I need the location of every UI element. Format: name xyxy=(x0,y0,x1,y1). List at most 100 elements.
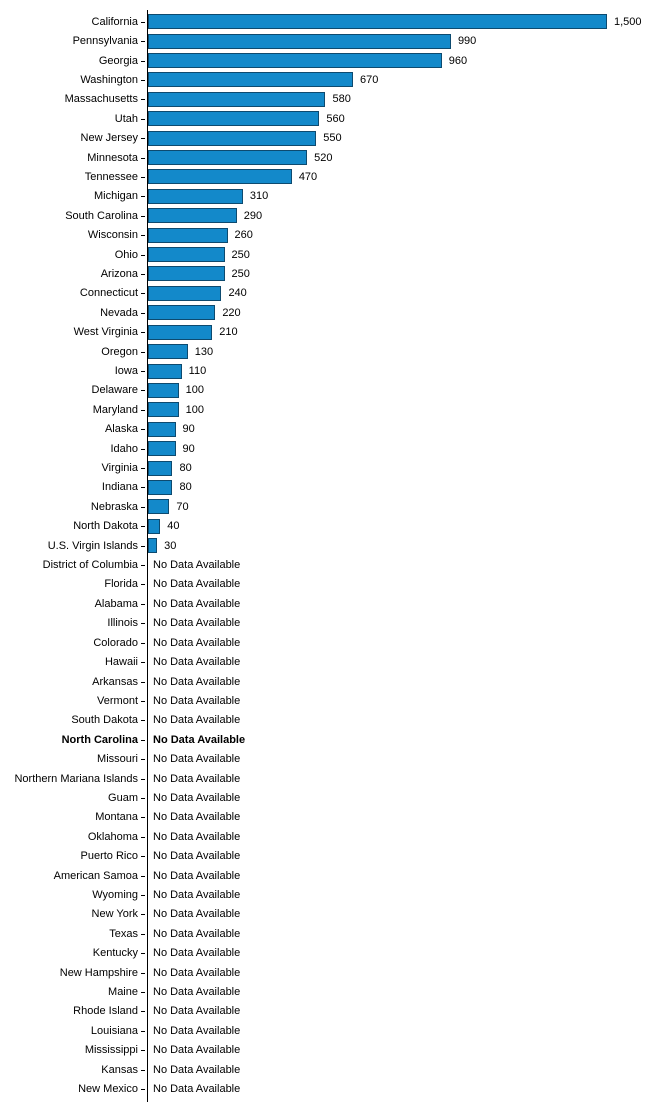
axis-tick-mark xyxy=(141,351,145,353)
category-label: Washington xyxy=(80,73,138,86)
chart-row: Oregon 130 xyxy=(0,342,650,361)
axis-tick-mark xyxy=(141,21,145,23)
category-label: Rhode Island xyxy=(73,1005,138,1018)
category-label: Louisiana xyxy=(90,1024,138,1037)
category-label: District of Columbia xyxy=(42,559,138,572)
chart-row: New Jersey 550 xyxy=(0,128,650,147)
value-label: 580 xyxy=(332,93,351,106)
chart-row: Alabama No Data Available xyxy=(0,594,650,613)
plot-cell: No Data Available xyxy=(148,614,650,633)
plot-cell: 90 xyxy=(148,420,650,439)
bar xyxy=(148,344,188,360)
chart-row: Washington 670 xyxy=(0,70,650,89)
plot-cell: 220 xyxy=(148,303,650,322)
chart-row: Arizona 250 xyxy=(0,264,650,283)
axis-tick-mark xyxy=(141,759,145,761)
no-data-label: No Data Available xyxy=(153,772,241,785)
chart-row: Utah 560 xyxy=(0,109,650,128)
bar xyxy=(148,324,213,340)
category-label: Ohio xyxy=(114,248,138,261)
plot-cell: No Data Available xyxy=(148,730,650,749)
plot-cell: 260 xyxy=(148,225,650,244)
plot-cell: 550 xyxy=(148,128,650,147)
chart-row: Maine No Data Available xyxy=(0,982,650,1001)
plot-cell: No Data Available xyxy=(148,924,650,943)
bar xyxy=(148,441,176,457)
no-data-label: No Data Available xyxy=(153,830,241,843)
value-label: 1,500 xyxy=(614,15,642,28)
plot-cell: No Data Available xyxy=(148,691,650,710)
no-data-label: No Data Available xyxy=(153,791,241,804)
plot-cell: 990 xyxy=(148,31,650,50)
plot-cell: 100 xyxy=(148,400,650,419)
axis-tick-mark xyxy=(141,933,145,935)
no-data-label: No Data Available xyxy=(153,1005,241,1018)
axis-tick-mark xyxy=(141,215,145,217)
axis-tick-mark xyxy=(141,1050,145,1052)
no-data-label: No Data Available xyxy=(153,714,241,727)
plot-cell: 250 xyxy=(148,264,650,283)
chart-row: Northern Mariana Islands No Data Availabl… xyxy=(0,769,650,788)
value-label: 960 xyxy=(448,54,468,67)
no-data-label: No Data Available xyxy=(153,986,241,999)
chart-row: Iowa 110 xyxy=(0,361,650,380)
no-data-label: No Data Available xyxy=(153,947,241,960)
chart-row: South Carolina 290 xyxy=(0,206,650,225)
value-label: 290 xyxy=(243,209,263,222)
value-label: 990 xyxy=(457,35,477,48)
axis-tick-mark xyxy=(141,992,145,994)
chart-row: New Hampshire No Data Available xyxy=(0,963,650,982)
chart-row: District of Columbia No Data Available xyxy=(0,555,650,574)
no-data-label: No Data Available xyxy=(153,656,241,669)
bar xyxy=(148,266,225,282)
bar xyxy=(148,14,607,30)
chart-row: Texas No Data Available xyxy=(0,924,650,943)
no-data-label: No Data Available xyxy=(153,1044,241,1057)
value-label: 250 xyxy=(231,248,250,261)
value-label: 520 xyxy=(314,151,333,164)
plot-cell: No Data Available xyxy=(148,575,650,594)
chart-row: Tennessee 470 xyxy=(0,167,650,186)
axis-tick-mark xyxy=(141,468,145,470)
no-data-label: No Data Available xyxy=(153,908,241,921)
value-label: 90 xyxy=(182,442,195,455)
category-label: Michigan xyxy=(93,190,138,203)
no-data-label: No Data Available xyxy=(153,636,241,649)
category-label: Tennessee xyxy=(84,170,138,183)
axis-tick-mark xyxy=(141,875,145,877)
axis-tick-mark xyxy=(141,390,145,392)
axis-tick-mark xyxy=(141,254,145,256)
chart-row: North Carolina No Data Available xyxy=(0,730,650,749)
bar xyxy=(148,208,237,224)
value-label: 210 xyxy=(219,326,238,339)
axis-tick-mark xyxy=(141,273,145,275)
category-label: Florida xyxy=(104,578,138,591)
plot-cell: 1,500 xyxy=(148,12,650,31)
value-label: 250 xyxy=(231,267,250,280)
category-label: Connecticut xyxy=(79,287,138,300)
plot-cell: No Data Available xyxy=(148,711,650,730)
category-label: Arizona xyxy=(100,267,138,280)
axis-tick-mark xyxy=(141,448,145,450)
no-data-label: No Data Available xyxy=(153,1063,241,1076)
no-data-label: No Data Available xyxy=(153,694,241,707)
category-label: Puerto Rico xyxy=(80,850,138,863)
axis-tick-mark xyxy=(141,312,145,314)
category-label: Maryland xyxy=(92,403,138,416)
chart-row: Georgia 960 xyxy=(0,51,650,70)
axis-tick-mark xyxy=(141,603,145,605)
chart-row: Guam No Data Available xyxy=(0,788,650,807)
no-data-label: No Data Available xyxy=(153,966,241,979)
value-label: 90 xyxy=(182,423,195,436)
no-data-label: No Data Available xyxy=(153,927,241,940)
plot-cell: No Data Available xyxy=(148,788,650,807)
bar xyxy=(148,421,176,437)
no-data-label: No Data Available xyxy=(153,597,241,610)
no-data-label: No Data Available xyxy=(153,1083,241,1096)
axis-tick-mark xyxy=(141,953,145,955)
chart-row: New Mexico No Data Available xyxy=(0,1079,650,1098)
category-label: Massachusetts xyxy=(64,93,138,106)
no-data-label: No Data Available xyxy=(153,753,241,766)
axis-tick-mark xyxy=(141,797,145,799)
